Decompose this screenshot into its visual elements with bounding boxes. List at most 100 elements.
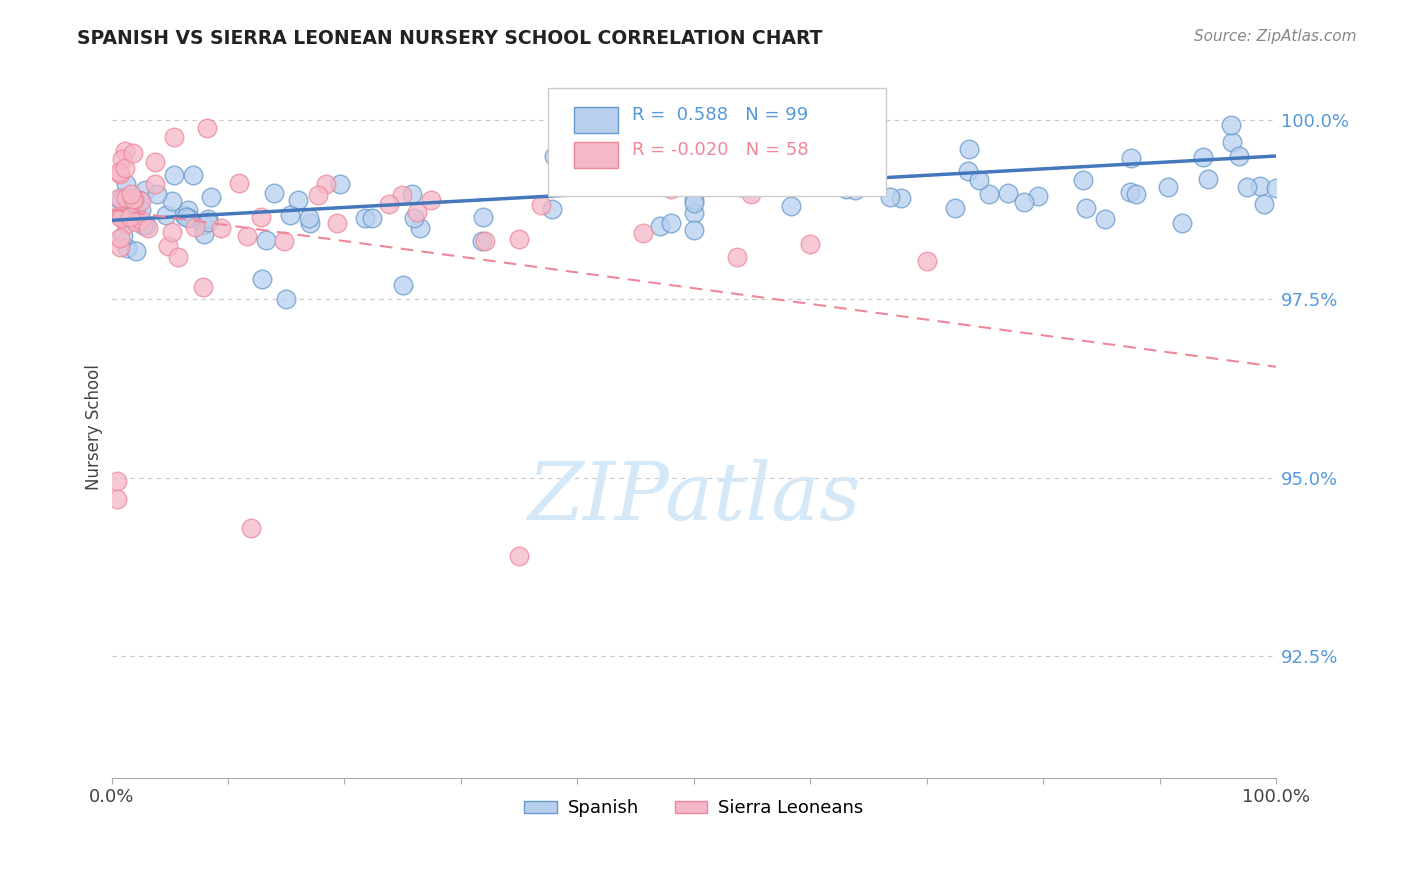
Point xyxy=(1118,185,1140,199)
Point xyxy=(508,549,530,563)
Point xyxy=(543,149,565,163)
Point xyxy=(997,186,1019,201)
FancyBboxPatch shape xyxy=(548,88,886,196)
Point xyxy=(725,250,748,264)
Point xyxy=(1074,201,1097,215)
Point xyxy=(1125,187,1147,202)
Point xyxy=(956,164,979,178)
Point xyxy=(115,241,138,255)
Point xyxy=(143,178,166,192)
FancyBboxPatch shape xyxy=(574,142,619,169)
Point xyxy=(114,161,136,175)
Point xyxy=(115,217,138,231)
Point xyxy=(754,175,776,189)
Point xyxy=(197,212,219,227)
Point xyxy=(799,236,821,251)
Point xyxy=(401,187,423,202)
Point xyxy=(122,192,145,206)
Point xyxy=(124,194,146,208)
Point xyxy=(112,228,135,243)
Point xyxy=(1236,179,1258,194)
Legend: Spanish, Sierra Leoneans: Spanish, Sierra Leoneans xyxy=(517,792,870,824)
Point xyxy=(129,213,152,227)
Point xyxy=(915,254,938,268)
Point xyxy=(631,226,654,240)
Point xyxy=(648,219,671,234)
Point xyxy=(110,231,132,245)
Point xyxy=(177,211,200,226)
Point xyxy=(315,177,337,191)
Point xyxy=(472,211,495,225)
Point xyxy=(250,211,273,225)
Point xyxy=(1094,211,1116,226)
Point xyxy=(508,232,530,246)
Point xyxy=(181,168,204,182)
Point xyxy=(682,223,704,237)
Point xyxy=(682,193,704,207)
Point xyxy=(405,205,427,219)
Point xyxy=(763,179,786,194)
Point xyxy=(163,130,186,145)
Point xyxy=(1219,118,1241,132)
Point xyxy=(1119,151,1142,165)
Point xyxy=(193,280,215,294)
Point xyxy=(125,199,148,213)
Point xyxy=(132,218,155,232)
Point xyxy=(125,198,148,212)
Point xyxy=(740,186,762,201)
Point xyxy=(108,209,131,223)
Point xyxy=(191,218,214,232)
Point xyxy=(136,221,159,235)
Point xyxy=(157,239,180,253)
Point xyxy=(391,277,413,292)
Point xyxy=(943,201,966,215)
Point xyxy=(110,193,132,207)
Point xyxy=(329,177,352,191)
Point xyxy=(177,203,200,218)
Point xyxy=(1227,149,1250,163)
Text: ZIPatlas: ZIPatlas xyxy=(527,458,860,536)
Point xyxy=(799,168,821,182)
Point xyxy=(184,219,207,234)
Point xyxy=(108,165,131,179)
Point xyxy=(145,186,167,201)
Point xyxy=(108,167,131,181)
FancyBboxPatch shape xyxy=(574,107,619,134)
Point xyxy=(378,197,401,211)
Point xyxy=(613,174,636,188)
Point xyxy=(193,227,215,241)
Point xyxy=(278,208,301,222)
Y-axis label: Nursery School: Nursery School xyxy=(86,365,103,491)
Point xyxy=(228,176,250,190)
Point xyxy=(298,216,321,230)
Point xyxy=(780,199,803,213)
Point xyxy=(541,202,564,216)
Point xyxy=(1249,179,1271,194)
Point xyxy=(128,193,150,207)
Point xyxy=(236,228,259,243)
Point xyxy=(115,177,138,191)
Point xyxy=(254,233,277,247)
Point xyxy=(682,205,704,219)
Point xyxy=(166,250,188,264)
Point xyxy=(474,234,496,248)
Point xyxy=(353,211,375,226)
Point xyxy=(879,190,901,204)
Point xyxy=(125,215,148,229)
Point xyxy=(107,491,129,506)
Point xyxy=(326,216,349,230)
Point xyxy=(155,208,177,222)
Point xyxy=(273,234,295,248)
Point xyxy=(135,218,157,232)
Point xyxy=(122,202,145,216)
Point xyxy=(173,208,195,222)
Point xyxy=(174,210,197,224)
Point xyxy=(240,520,263,534)
Point xyxy=(420,193,443,207)
Text: SPANISH VS SIERRA LEONEAN NURSERY SCHOOL CORRELATION CHART: SPANISH VS SIERRA LEONEAN NURSERY SCHOOL… xyxy=(77,29,823,47)
Point xyxy=(200,190,222,204)
Point xyxy=(530,198,553,212)
Point xyxy=(287,193,309,207)
Point xyxy=(402,211,425,225)
Point xyxy=(307,188,329,202)
